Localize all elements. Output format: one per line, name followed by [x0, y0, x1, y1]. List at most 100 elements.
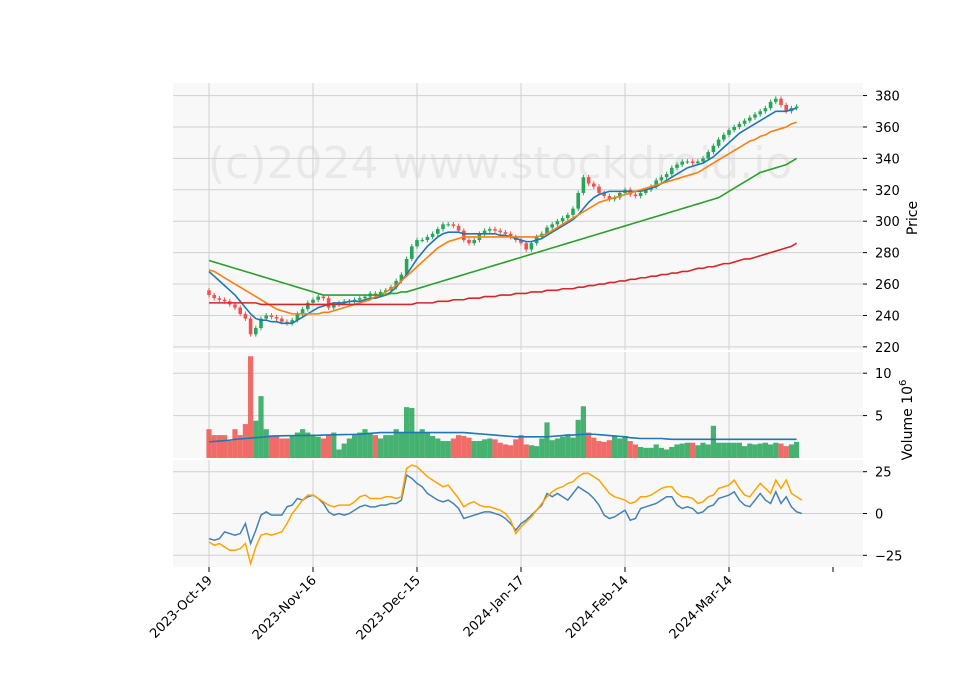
candle-body — [508, 233, 513, 237]
volume-bar — [622, 435, 628, 458]
volume-bar — [305, 432, 311, 458]
volume-bar — [471, 441, 477, 458]
volume-bar — [601, 441, 607, 458]
volume-bar — [497, 442, 503, 458]
volume-bar — [456, 435, 462, 458]
volume-bar — [242, 424, 248, 458]
candle-body — [638, 192, 643, 197]
volume-moving-average — [208, 431, 797, 443]
volume-bar — [248, 356, 254, 458]
volume-bar — [253, 420, 259, 458]
candle-body — [774, 98, 778, 102]
candle-body — [675, 164, 679, 168]
volume-bar — [258, 396, 264, 458]
volume-bar — [487, 438, 493, 458]
volume-bar — [315, 436, 321, 458]
volume-bar — [565, 434, 571, 458]
price-y-tick-label: 340 — [875, 152, 900, 167]
candle-body — [560, 218, 565, 222]
volume-axis-label: Volume 106 — [898, 380, 916, 461]
candle-body — [436, 229, 440, 234]
price-axis-label: Price — [905, 201, 921, 235]
candle-body — [763, 108, 768, 112]
x-tick-label: 2024-Feb-14 — [563, 573, 632, 642]
candle-body — [524, 243, 528, 250]
volume-bar — [341, 443, 347, 458]
volume-bar — [492, 439, 498, 458]
candle-body — [654, 180, 658, 187]
volume-bar — [237, 435, 243, 458]
candle-body — [664, 174, 669, 178]
volume-bar — [674, 444, 680, 458]
candle-body — [217, 298, 222, 300]
volume-bar — [653, 444, 659, 458]
candle-body — [259, 318, 263, 329]
candle-body — [248, 318, 253, 335]
volume-y-tick-label: 5 — [875, 410, 883, 425]
volume-bar — [440, 441, 446, 458]
candle-body — [488, 229, 492, 231]
volume-bar — [742, 446, 748, 458]
volume-bar — [331, 432, 337, 458]
volume-axis-scale: 10 — [900, 386, 916, 404]
volume-bar — [274, 435, 280, 458]
moving-average-long — [209, 242, 798, 306]
volume-bar — [424, 432, 430, 458]
candle-body — [742, 120, 747, 124]
volume-bar — [794, 441, 800, 458]
volume-bar — [508, 445, 514, 458]
candle-body — [753, 114, 757, 118]
candle-body — [482, 230, 487, 234]
volume-bar — [534, 446, 540, 458]
volume-bar — [461, 435, 467, 458]
volume-bar — [736, 442, 742, 458]
x-tick-label: 2024-Mar-14 — [667, 573, 736, 642]
volume-bar — [445, 441, 451, 458]
volume-bar — [476, 441, 482, 458]
volume-bar — [216, 435, 222, 458]
candle-body — [264, 315, 268, 319]
macd-line — [208, 473, 803, 547]
volume-bar — [211, 435, 217, 458]
candle-body — [727, 130, 731, 135]
volume-bar — [227, 441, 233, 458]
volume-bar — [289, 435, 295, 458]
x-tick-label: 2023-Oct-19 — [147, 573, 215, 641]
volume-bar — [721, 442, 727, 458]
candle-body — [607, 196, 612, 200]
volume-bar — [648, 447, 654, 458]
volume-bar — [617, 438, 623, 458]
candle-body — [311, 299, 315, 303]
macd-y-tick-label: −25 — [875, 549, 902, 564]
volume-bar — [518, 435, 524, 458]
x-tick-label: 2023-Dec-15 — [354, 573, 424, 643]
candle-body — [633, 194, 638, 197]
volume-bar — [580, 406, 586, 458]
candle-body — [254, 328, 258, 335]
volume-bar — [591, 437, 597, 458]
candle-body — [446, 224, 450, 226]
candle-body — [571, 208, 575, 215]
volume-bar — [346, 438, 352, 458]
volume-bar — [393, 429, 399, 458]
candle-body — [415, 240, 419, 247]
candle-body — [280, 318, 284, 322]
candle-body — [300, 309, 305, 314]
candle-body — [545, 227, 549, 234]
volume-bar — [372, 435, 378, 458]
candle-body — [399, 274, 404, 281]
moving-average-slow — [208, 157, 798, 296]
candle-body — [779, 98, 783, 105]
volume-bar — [679, 443, 685, 458]
candle-body — [711, 145, 716, 153]
macd-y-tick-label: 0 — [875, 508, 883, 523]
volume-bar — [383, 435, 389, 458]
price-y-tick-label: 300 — [875, 215, 900, 230]
price-y-tick-label: 240 — [875, 309, 900, 324]
candle-body — [586, 177, 591, 184]
candle-body — [722, 134, 726, 140]
volume-bar — [450, 438, 456, 458]
volume-bar — [664, 449, 670, 458]
volume-bar — [263, 429, 269, 458]
volume-bar — [726, 442, 732, 458]
